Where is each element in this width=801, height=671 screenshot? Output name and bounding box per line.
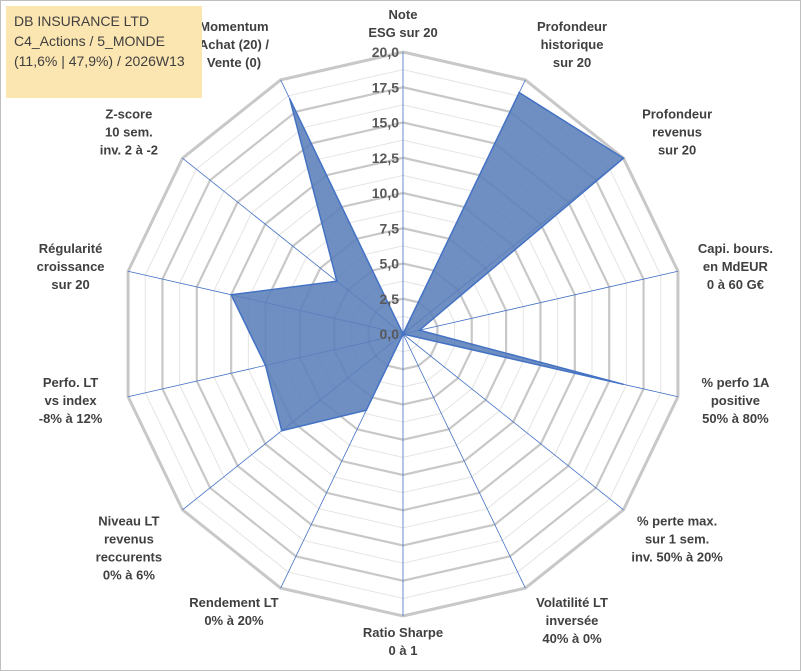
axis-label: Capi. bours. en MdEUR 0 à 60 G€ (698, 241, 773, 292)
axis-label: Niveau LT revenus reccurents 0% à 6% (96, 513, 162, 582)
tick-label: 10,0 (372, 185, 399, 201)
axis-spoke (402, 333, 624, 511)
tick-label: 12,5 (372, 150, 399, 166)
radar-axis-labels: Note ESG sur 20 Profondeur historique sur 20… (37, 7, 773, 658)
data-point (518, 91, 521, 94)
axis-label: Perfo. LT vs index -8% à 12% (39, 375, 103, 426)
axis-label: Régularité croissance sur 20 (37, 241, 105, 292)
title-box: DB INSURANCE LTD C4_Actions / 5_MONDE (1… (6, 6, 202, 98)
data-point (622, 383, 624, 386)
data-point (365, 409, 368, 412)
axis-label: Volatilité LT inversée 40% à 0% (536, 595, 608, 646)
data-point (418, 329, 421, 332)
radar-tick-labels: 0,0 2,5 5,0 7,5 10,0 12,5 15,0 17,5 20,0 (372, 44, 399, 342)
data-point (280, 429, 283, 432)
axis-label: Momentum Achat (20) / Vente (0) (199, 19, 269, 70)
tick-label: 20,0 (372, 44, 399, 60)
data-point (230, 293, 232, 296)
axis-label: Ratio Sharpe 0 à 1 (363, 625, 443, 658)
tick-label: 5,0 (380, 256, 400, 272)
data-point (336, 280, 338, 283)
axis-label: Note ESG sur 20 (368, 7, 437, 40)
axis-label: Rendement LT 0% à 20% (189, 595, 278, 628)
radar-series (230, 91, 625, 432)
tick-label: 2,5 (380, 291, 400, 307)
data-point (402, 333, 404, 335)
title-stats: (11,6% | 47,9%) / 2026W13 (14, 53, 185, 69)
axis-label: Profondeur historique sur 20 (537, 19, 607, 70)
tick-label: 7,5 (380, 220, 400, 236)
data-point (622, 157, 625, 159)
tick-label: 0,0 (380, 326, 400, 342)
axis-label: Profondeur revenus sur 20 (642, 107, 712, 158)
tick-label: 15,0 (372, 115, 399, 131)
axis-label: Z-score 10 sem. inv. 2 à -2 (100, 107, 158, 158)
axis-label: % perte max. sur 1 sem. inv. 50% à 20% (631, 513, 723, 564)
data-point (289, 98, 291, 100)
axis-label: % perfo 1A positive 50% à 80% (701, 375, 770, 426)
data-point (264, 364, 267, 367)
tick-label: 17,5 (372, 79, 399, 95)
title-company: DB INSURANCE LTD (14, 13, 150, 29)
axis-spoke (402, 333, 526, 589)
axis-spoke (402, 270, 679, 335)
title-category: C4_Actions / 5_MONDE (14, 33, 165, 49)
